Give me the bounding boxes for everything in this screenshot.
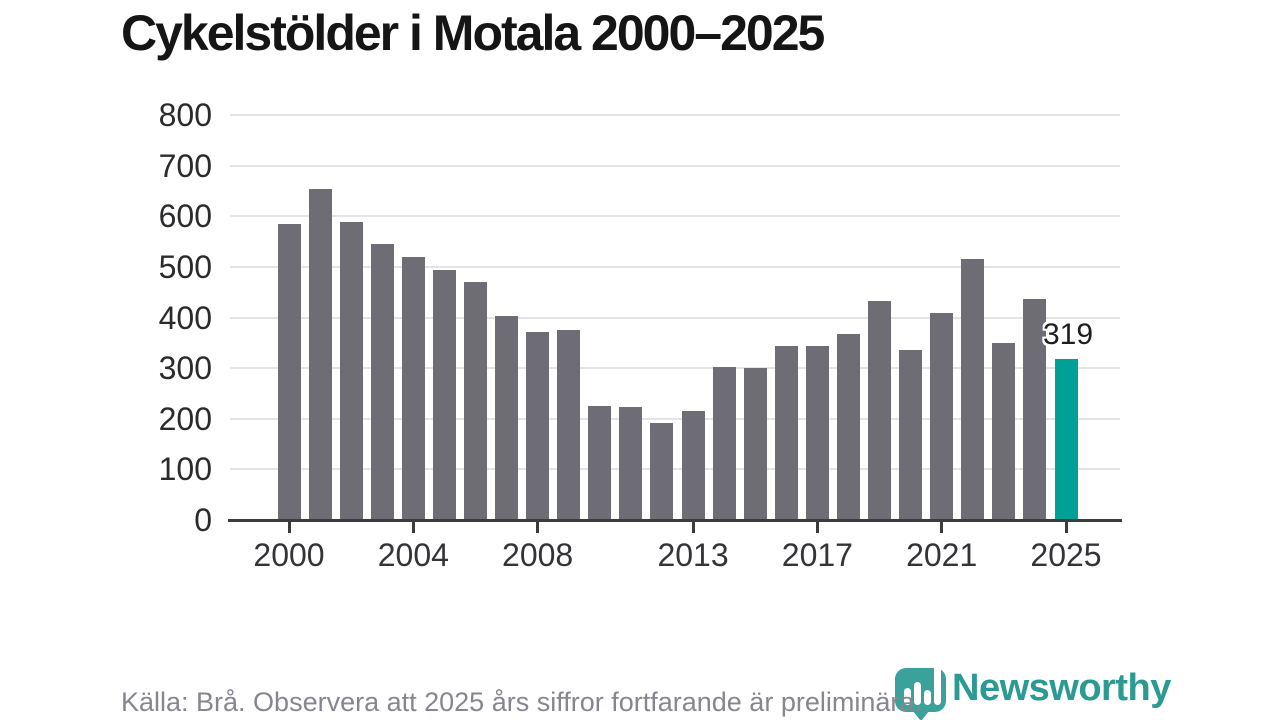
bar-2007 <box>495 315 519 520</box>
x-tick-mark-2013 <box>691 522 695 533</box>
x-tick-label-2021: 2021 <box>906 537 978 573</box>
bar-2001 <box>308 189 332 520</box>
chart-title: Cykelstölder i Motala 2000–2025 <box>121 5 825 61</box>
bar-2006 <box>463 282 487 520</box>
bar-2013 <box>681 410 705 520</box>
bar-2014 <box>712 366 736 520</box>
gridline-400 <box>230 316 1120 319</box>
value-label-2025: 319 <box>1042 317 1094 351</box>
newsworthy-logo: Newsworthy <box>894 663 1171 720</box>
source-note: Källa: Brå. Observera att 2025 års siffr… <box>121 687 922 717</box>
x-tick-mark-2000 <box>287 522 291 533</box>
gridline-600 <box>230 215 1120 218</box>
bar-2000 <box>277 223 301 520</box>
y-tick-label-0: 0 <box>194 502 212 538</box>
bar-2015 <box>743 368 767 520</box>
bar-2024 <box>1023 299 1047 520</box>
x-tick-label-2008: 2008 <box>502 537 574 573</box>
bar-2020 <box>899 349 923 520</box>
bar-2011 <box>619 407 643 520</box>
bar-2016 <box>774 345 798 520</box>
y-tick-label-800: 800 <box>158 97 212 133</box>
x-tick-label-2025: 2025 <box>1030 537 1102 573</box>
newsworthy-wordmark: Newsworthy <box>952 667 1171 709</box>
gridline-200 <box>230 417 1120 420</box>
bar-2021 <box>930 313 954 520</box>
bar-2002 <box>339 221 363 520</box>
x-tick-label-2017: 2017 <box>781 537 853 573</box>
bar-2018 <box>836 334 860 520</box>
x-tick-label-2000: 2000 <box>253 537 325 573</box>
y-tick-label-200: 200 <box>158 400 212 437</box>
bar-2025 <box>1054 358 1078 520</box>
x-tick-label-2013: 2013 <box>657 537 729 573</box>
bar-2010 <box>588 405 612 520</box>
bar-2003 <box>370 243 394 520</box>
bar-2009 <box>557 329 581 520</box>
x-tick-mark-2017 <box>815 522 819 533</box>
gridline-100 <box>230 468 1120 471</box>
x-tick-mark-2008 <box>536 522 540 533</box>
gridline-300 <box>230 367 1120 370</box>
x-tick-mark-2004 <box>411 522 415 533</box>
gridline-700 <box>230 164 1120 167</box>
bar-2012 <box>650 423 674 520</box>
bar-2004 <box>401 256 425 520</box>
newsworthy-pin-bar-chart-icon <box>895 664 946 720</box>
bar-2017 <box>805 345 829 520</box>
x-tick-mark-2021 <box>940 522 944 533</box>
y-tick-label-100: 100 <box>158 451 212 488</box>
x-tick-label-2004: 2004 <box>377 537 449 573</box>
bar-2022 <box>961 259 985 520</box>
gridline-800 <box>230 114 1120 116</box>
y-tick-label-300: 300 <box>158 350 212 387</box>
y-tick-label-600: 600 <box>158 198 212 235</box>
x-axis-line <box>228 519 1122 522</box>
x-tick-mark-2025 <box>1064 522 1068 533</box>
y-tick-label-400: 400 <box>158 299 212 336</box>
gridline-500 <box>230 265 1120 268</box>
bar-2023 <box>992 342 1016 520</box>
bar-2005 <box>432 269 456 520</box>
y-tick-label-700: 700 <box>158 147 212 184</box>
bar-2008 <box>526 332 550 520</box>
y-tick-label-500: 500 <box>158 248 212 285</box>
bar-2019 <box>868 300 892 520</box>
